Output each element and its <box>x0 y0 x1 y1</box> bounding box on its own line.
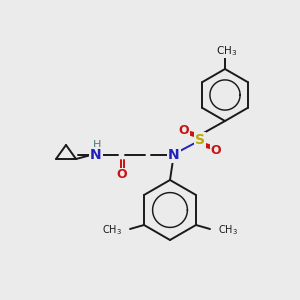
Text: O: O <box>179 124 189 136</box>
Text: N: N <box>168 148 180 162</box>
Text: N: N <box>90 148 102 162</box>
Text: O: O <box>211 143 221 157</box>
Text: CH$_3$: CH$_3$ <box>102 223 122 237</box>
Text: S: S <box>195 133 205 147</box>
Text: CH$_3$: CH$_3$ <box>218 223 238 237</box>
Text: O: O <box>117 169 127 182</box>
Text: CH$_3$: CH$_3$ <box>216 44 238 58</box>
Text: H: H <box>93 140 101 150</box>
